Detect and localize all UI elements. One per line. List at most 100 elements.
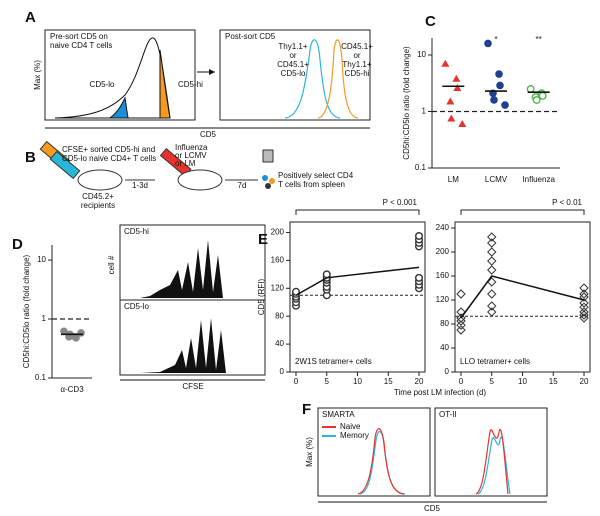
label: 1-3d <box>132 181 148 190</box>
label: CD5-lo <box>90 80 115 89</box>
label: Pre-sort CD5 on <box>50 32 108 41</box>
label: or LM <box>175 159 196 168</box>
point <box>487 265 497 275</box>
y-tick-label: 1 <box>422 107 427 116</box>
x-tick-label: 0 <box>294 377 299 386</box>
label: CD45.2+ <box>82 192 114 201</box>
panel-letter: F <box>302 401 311 418</box>
point <box>579 307 589 317</box>
mean-line <box>295 266 420 296</box>
y-tick-label: 120 <box>271 283 285 292</box>
label: CD5-lo <box>124 302 149 311</box>
x-label: CD5 <box>200 130 217 139</box>
x-tick-label: 15 <box>549 377 558 386</box>
x-tick-label: 0 <box>459 377 464 386</box>
y-tick-label: 80 <box>275 311 284 320</box>
y-tick-label: 0.1 <box>35 373 47 382</box>
y-label: Max (%) <box>305 437 314 467</box>
point <box>526 85 535 94</box>
point <box>487 238 497 248</box>
label: CD5-hi <box>345 69 370 78</box>
point <box>487 307 497 317</box>
mean-line <box>460 275 585 319</box>
plot-frame <box>289 221 426 373</box>
y-tick-label: 10 <box>37 255 46 264</box>
point <box>458 120 467 128</box>
point <box>487 232 497 242</box>
y-tick-label: 120 <box>436 295 450 304</box>
title: SMARTA <box>322 410 355 419</box>
point <box>487 289 497 299</box>
panel-letter: B <box>25 149 36 166</box>
label: or LCMV <box>175 151 207 160</box>
y-label: cell # <box>107 255 116 274</box>
panel-d-art <box>119 224 266 381</box>
point <box>487 247 497 257</box>
label: T cells from spleen <box>278 180 345 189</box>
label: Positively select CD4 <box>278 171 354 180</box>
point <box>538 91 547 100</box>
legend-label: Naive <box>340 422 361 431</box>
x-tick-label: α-CD3 <box>60 385 84 394</box>
label: Thy1.1+ <box>342 60 371 69</box>
x-tick-label: 15 <box>384 377 393 386</box>
point <box>322 270 331 279</box>
point <box>579 313 589 323</box>
point <box>579 289 589 299</box>
y-tick-label: 200 <box>436 247 450 256</box>
y-tick-label: 0.1 <box>415 163 427 172</box>
y-label: Max (%) <box>33 60 42 90</box>
x-tick-label: 10 <box>353 377 362 386</box>
y-tick-label: 40 <box>440 343 449 352</box>
point <box>453 84 462 92</box>
panel-a-art <box>44 29 371 129</box>
x-tick-label: 5 <box>325 377 330 386</box>
x-tick-label: 10 <box>518 377 527 386</box>
point <box>579 302 589 312</box>
y-tick-label: 160 <box>271 255 285 264</box>
y-tick-label: 240 <box>436 223 450 232</box>
label: CD5-hi <box>124 227 149 236</box>
point <box>77 329 85 337</box>
x-label: CFSE <box>182 382 203 391</box>
point <box>456 320 466 330</box>
y-tick-label: 80 <box>440 319 449 328</box>
point <box>446 97 455 105</box>
x-label: Time post LM infection (d) <box>394 388 487 397</box>
point <box>579 310 589 320</box>
y-tick-label: 0 <box>445 367 450 376</box>
point <box>487 256 497 266</box>
label: CFSE+ sorted CD5-hi and <box>62 145 155 154</box>
label: Post-sort CD5 <box>225 32 276 41</box>
label: 2W1S tetramer+ cells <box>295 357 372 366</box>
y-tick-label: 200 <box>271 228 285 237</box>
y-tick-label: 10 <box>417 50 426 59</box>
panel-f-art <box>317 407 548 503</box>
x-tick-label: Influenza <box>522 175 555 184</box>
y-tick-label: 40 <box>275 339 284 348</box>
point <box>456 325 466 335</box>
label: or <box>289 51 296 60</box>
x-label: CD5 <box>424 504 441 513</box>
x-tick-label: 5 <box>490 377 495 386</box>
point <box>452 74 461 82</box>
point <box>490 96 498 104</box>
x-tick-label: 20 <box>415 377 424 386</box>
bracket <box>460 209 585 215</box>
y-tick-label: 160 <box>436 271 450 280</box>
significance: ** <box>536 35 542 44</box>
point <box>456 307 466 317</box>
point <box>496 81 504 90</box>
label: CD5-lo naive CD4+ T cells <box>62 154 156 163</box>
label: Thy1.1+ <box>278 42 307 51</box>
panel-letter: D <box>12 236 23 253</box>
x-tick-label: 20 <box>580 377 589 386</box>
label: CD45.1+ <box>277 60 309 69</box>
point <box>495 70 503 78</box>
label: CD45.1+ <box>341 42 373 51</box>
label: or <box>353 51 360 60</box>
y-label: CD5hi:CD5lo ratio (fold change) <box>22 254 31 368</box>
point <box>456 313 466 323</box>
point <box>501 101 509 109</box>
label: CD5-hi <box>178 80 203 89</box>
